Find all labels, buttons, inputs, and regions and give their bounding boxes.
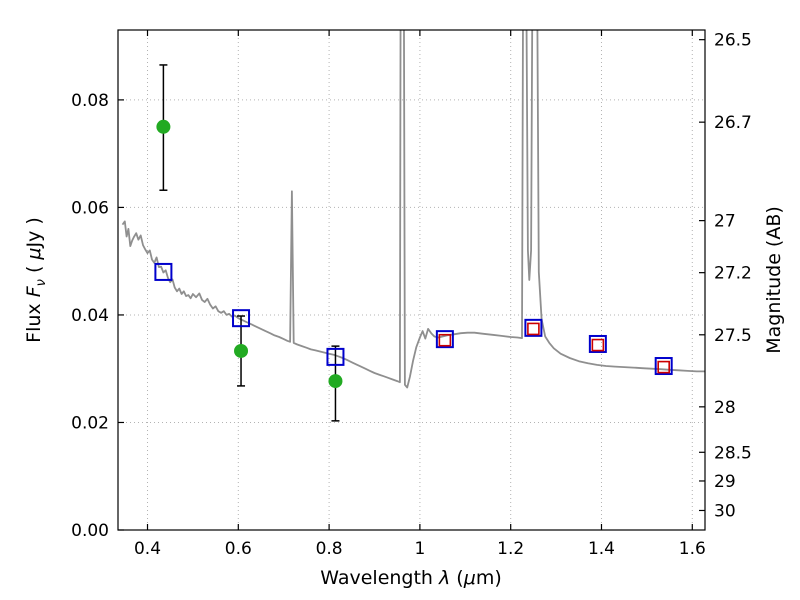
- model-point-square: [435, 330, 454, 349]
- model-point-square: [326, 347, 345, 366]
- observed-point-circle: [328, 374, 343, 389]
- mu-symbol: μ: [463, 567, 476, 589]
- ir-point-square: [438, 333, 452, 347]
- y-tick-label: 0.06: [71, 198, 109, 218]
- x-tick-label: 1.4: [588, 539, 615, 559]
- plot-frame: [117, 29, 706, 531]
- y-axis-label-text: Flux: [23, 297, 46, 343]
- mag-tick-label: 27.5: [714, 326, 752, 346]
- flux-symbol: F: [23, 286, 46, 298]
- x-tick-label: 1: [414, 539, 425, 559]
- right-axis-label: Magnitude (AB): [763, 206, 785, 354]
- mag-tick-label: 29: [714, 472, 736, 492]
- x-tick-label: 0.6: [225, 539, 252, 559]
- y-tick-label: 0.00: [71, 521, 109, 541]
- lambda-symbol: λ: [439, 567, 451, 589]
- mag-tick-label: 28: [714, 398, 736, 418]
- x-tick-label: 1.2: [497, 539, 524, 559]
- x-tick-label: 0.8: [316, 539, 343, 559]
- spectrum-line: [121, 30, 705, 389]
- mag-tick-label: 26.5: [714, 31, 752, 51]
- y-tick-label: 0.04: [71, 306, 109, 326]
- model-point-square: [154, 262, 173, 281]
- mu-symbol-y: μ: [23, 247, 46, 260]
- x-axis-label-text: Wavelength: [320, 567, 440, 589]
- x-axis-label: Wavelength λ (μm): [320, 567, 501, 589]
- model-point-square: [588, 334, 607, 353]
- model-point-square: [232, 309, 251, 328]
- y-axis-unit-close: Jy ): [23, 217, 46, 248]
- mag-tick-label: 27: [714, 212, 736, 232]
- mag-tick-label: 30: [714, 501, 736, 521]
- ir-point-square: [591, 338, 605, 352]
- x-tick-label: 1.6: [679, 539, 706, 559]
- mag-tick-label: 28.5: [714, 443, 752, 463]
- right-axis-label-text: Magnitude (AB): [763, 206, 785, 354]
- y-axis-label: Flux Fν ( μJy ): [23, 217, 49, 343]
- x-tick-label: 0.4: [134, 539, 161, 559]
- mag-tick-label: 27.2: [714, 264, 752, 284]
- model-point-square: [654, 357, 673, 376]
- y-tick-label: 0.02: [71, 413, 109, 433]
- x-axis-unit-open: (: [450, 567, 464, 589]
- x-axis-unit-close: m): [475, 567, 502, 589]
- y-axis-unit-open: (: [23, 259, 46, 280]
- observed-point-circle: [234, 343, 249, 358]
- ir-point-square: [657, 360, 670, 374]
- ir-point-square: [527, 322, 540, 336]
- observed-point-circle: [156, 119, 171, 134]
- nu-subscript: ν: [33, 279, 49, 287]
- mag-tick-label: 26.7: [714, 113, 752, 133]
- y-tick-label: 0.08: [71, 91, 109, 111]
- model-point-square: [524, 318, 543, 337]
